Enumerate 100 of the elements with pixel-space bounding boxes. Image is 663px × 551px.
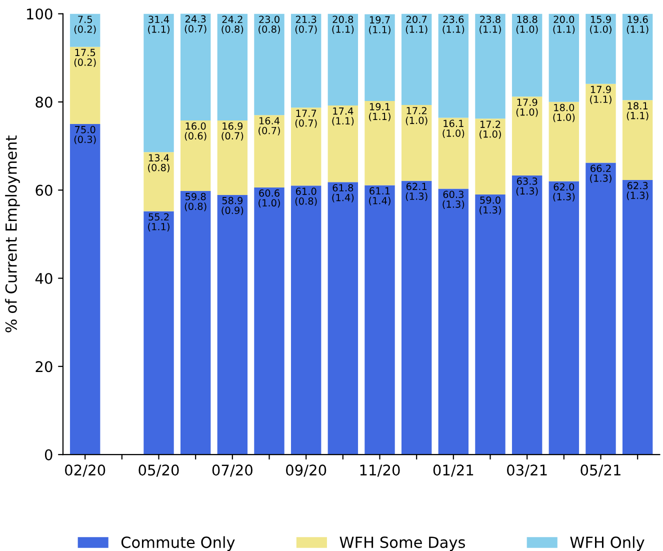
data-label: 75.0 (0.3) [74,126,96,144]
data-label: 19.7 (1.1) [369,16,390,34]
data-label: 60.3 (1.3) [442,190,464,209]
bar [364,14,395,102]
bar [438,118,469,189]
data-label: 61.8 (1.4) [332,184,354,202]
bar [401,14,432,106]
bar [254,187,284,455]
x-tick-label: 03/21 [507,464,547,477]
data-label: 23.0 (0.8) [258,16,280,34]
data-label: 17.7 (0.7) [295,110,317,128]
bar [548,181,580,455]
data-label: 19.1 (1.1) [369,102,390,122]
bar [217,120,248,195]
x-tick-label: 01/21 [433,464,474,477]
bar [180,14,211,120]
y-tick-label: 100 [27,8,52,20]
bar [622,180,653,455]
data-label: 16.0 (0.6) [184,122,206,141]
data-label: 18.0 (1.0) [553,104,575,122]
bar [364,101,395,186]
bar [70,124,100,455]
y-tick-label: 40 [35,272,52,284]
bar [217,14,248,120]
data-label: 20.8 (1.1) [332,16,354,34]
bar [622,100,653,180]
data-label: 24.3 (0.7) [184,15,206,34]
y-tick-label: 20 [36,361,52,372]
data-label: 66.2 (1.3) [590,164,612,183]
bar [290,186,322,455]
data-label: 19.6 (1.1) [626,16,648,34]
bar [512,176,542,455]
bar [144,211,174,455]
bar [586,162,616,455]
data-label: 17.2 (1.0) [480,120,501,139]
bar [144,14,174,152]
x-tick-label: 07/20 [212,464,252,477]
bar [512,96,542,176]
legend-label: WFH Some Days [340,536,465,551]
data-label: 17.9 (1.0) [516,98,538,117]
bar [217,194,248,455]
bar [328,182,358,455]
bar [70,14,100,47]
data-label: 62.1 (1.3) [406,182,428,202]
data-label: 13.4 (0.8) [148,154,170,172]
data-label: 17.4 (1.1) [332,108,354,126]
data-label: 20.0 (1.1) [553,16,575,34]
data-label: 16.9 (0.7) [222,122,244,141]
data-label: 59.0 (1.3) [480,196,501,215]
y-tick-label: 0 [44,449,52,460]
bar [144,152,174,212]
bar [254,14,284,116]
data-label: 18.8 (1.0) [516,16,538,34]
data-label: 16.1 (1.0) [442,120,464,138]
bar [622,14,653,100]
data-label: 59.8 (0.8) [184,192,206,212]
bar [254,115,284,188]
data-label: 15.9 (1.0) [590,16,612,34]
bar [180,190,211,455]
data-label: 16.4 (0.7) [258,117,280,136]
x-tick-label: 09/20 [286,464,326,477]
bar [586,14,616,84]
bar [328,14,358,106]
data-label: 17.5 (0.2) [74,48,96,68]
data-label: 23.8 (1.1) [480,16,501,34]
data-label: 17.9 (1.1) [590,86,612,104]
bar [475,14,506,119]
y-axis-title: % of Current Employment [5,136,20,332]
bar [70,46,100,124]
bar [475,194,506,455]
y-tick-label: 60 [36,184,52,196]
data-label: 24.2 (0.8) [222,16,244,34]
bar [548,102,580,182]
bar [438,188,469,455]
bar [290,14,322,108]
x-tick-label: 05/21 [580,464,620,477]
bar [290,108,322,186]
bar [512,14,542,97]
data-label: 60.6 (1.0) [258,189,280,208]
data-label: 61.1 (1.4) [369,187,390,206]
bar [401,180,432,455]
data-label: 20.7 (1.1) [406,16,428,34]
data-label: 17.2 (1.0) [406,106,428,126]
bar [475,118,506,195]
data-label: 31.4 (1.1) [148,16,170,34]
data-label: 63.3 (1.3) [516,177,538,196]
data-label: 62.0 (1.3) [553,183,575,202]
data-label: 21.3 (0.7) [295,16,317,34]
legend-label: WFH Only [570,536,644,551]
data-label: 62.3 (1.3) [626,182,648,200]
x-tick-label: 05/20 [138,464,179,477]
bar [180,120,211,191]
data-label: 61.0 (0.8) [295,188,317,206]
bar [548,14,580,102]
data-label: 23.6 (1.1) [442,16,464,34]
y-tick-label: 80 [36,96,52,108]
bar [586,84,616,163]
data-label: 58.9 (0.9) [222,196,244,216]
x-tick-label: 02/20 [65,464,106,477]
data-label: 55.2 (1.1) [148,213,170,232]
